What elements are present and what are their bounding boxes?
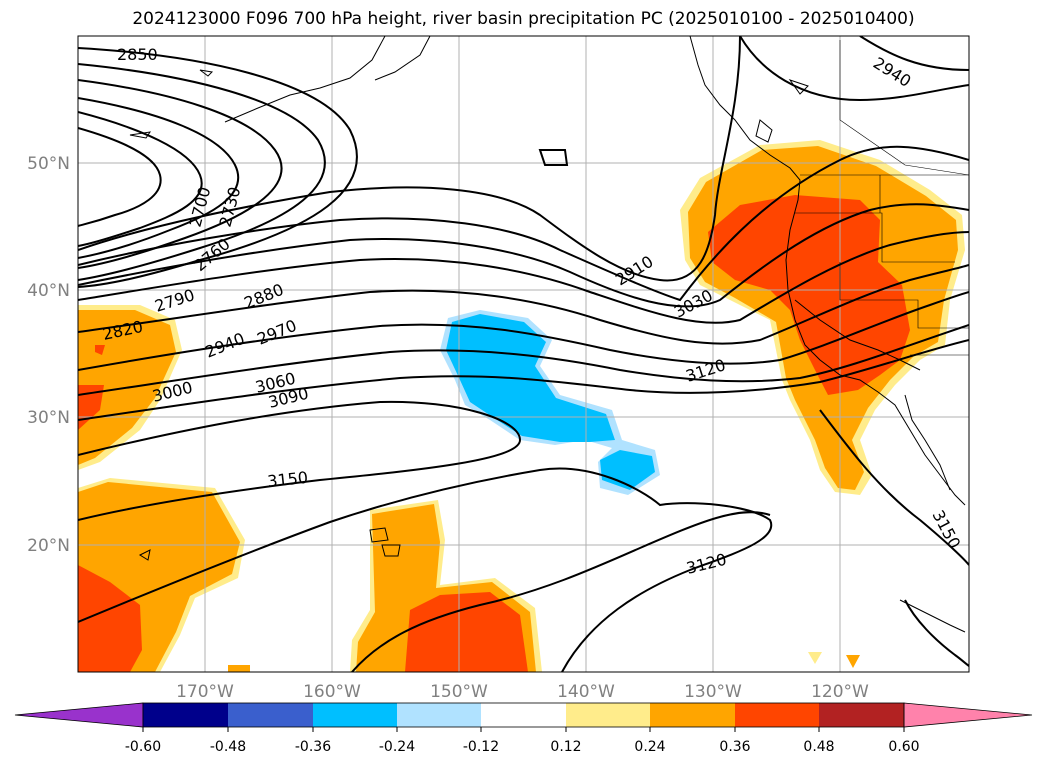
colorbar-tick-label: 0.60 <box>888 739 919 755</box>
colorbar: -0.60 -0.48 -0.36 -0.24 -0.12 0.12 0.24 … <box>14 702 1033 755</box>
lon-label-160w: 160°W <box>303 682 361 702</box>
colorbar-bin <box>313 703 397 727</box>
colorbar-bin <box>650 703 735 727</box>
lon-label-120w: 120°W <box>811 682 869 702</box>
colorbar-tick-label: -0.48 <box>210 739 246 755</box>
colorbar-tick-label: -0.12 <box>463 739 499 755</box>
colorbar-extend-high <box>903 702 1033 728</box>
map-panel: 2850 2700 2730 2760 2790 2820 2880 2940 … <box>78 36 969 672</box>
lon-label-150w: 150°W <box>430 682 488 702</box>
colorbar-extend-low <box>14 702 144 728</box>
lat-label-20n: 20°N <box>27 536 70 556</box>
colorbar-bin <box>397 703 481 727</box>
colorbar-bin <box>481 703 566 727</box>
lon-label-170w: 170°W <box>176 682 234 702</box>
colorbar-tick-label: -0.36 <box>295 739 331 755</box>
contour-label: 3150 <box>266 468 308 491</box>
positive-shading-west-coast <box>680 140 965 668</box>
lat-label-30n: 30°N <box>27 408 70 428</box>
colorbar-bin <box>566 703 650 727</box>
colorbar-tick-label: 0.12 <box>550 739 581 755</box>
height-contours <box>78 36 969 672</box>
colorbar-tick-label: 0.24 <box>634 739 665 755</box>
lat-label-40n: 40°N <box>27 281 70 301</box>
colorbar-bin <box>143 703 228 727</box>
borders <box>795 40 969 356</box>
map-frame <box>77 35 970 673</box>
positive-shading-southwest <box>78 478 250 672</box>
contour-label: 2850 <box>117 45 158 64</box>
longitude-axis: 170°W 160°W 150°W 140°W 130°W 120°W <box>176 682 869 702</box>
colorbar-tick-label: -0.60 <box>125 739 161 755</box>
colorbar-bin <box>228 703 313 727</box>
colorbar-bin <box>735 703 819 727</box>
lat-label-50n: 50°N <box>27 154 70 174</box>
positive-shading-hawaii <box>350 500 542 672</box>
colorbar-tick-label: 0.36 <box>719 739 750 755</box>
colorbar-tick-label: 0.48 <box>803 739 834 755</box>
graticule <box>78 36 969 672</box>
coastlines <box>129 36 966 633</box>
map-title: 2024123000 F096 700 hPa height, river ba… <box>132 9 915 29</box>
latitude-axis: 50°N 40°N 30°N 20°N <box>27 154 70 556</box>
colorbar-bin <box>819 703 904 727</box>
colorbar-tick-label: -0.24 <box>379 739 415 755</box>
lon-label-130w: 130°W <box>684 682 742 702</box>
lon-label-140w: 140°W <box>557 682 615 702</box>
